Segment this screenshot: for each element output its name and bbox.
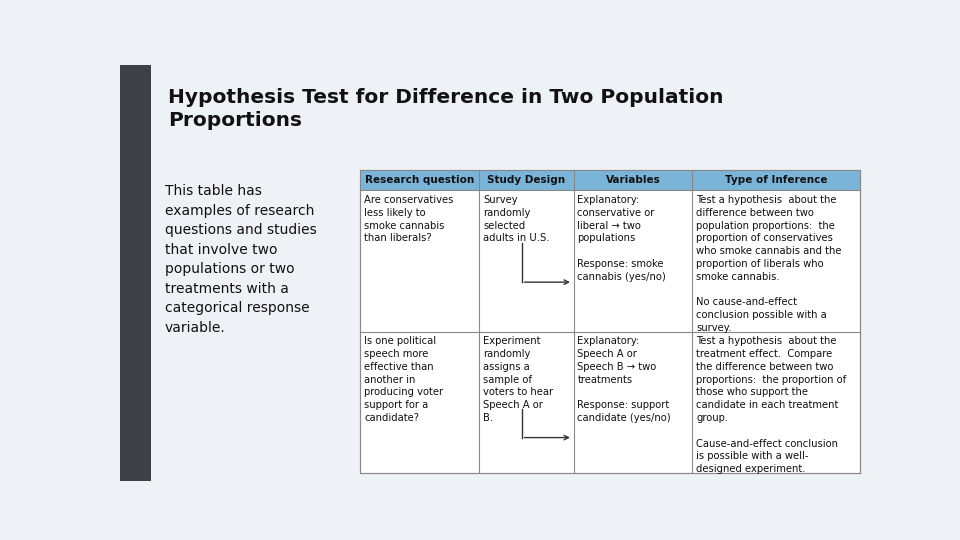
Text: Are conservatives
less likely to
smoke cannabis
than liberals?: Are conservatives less likely to smoke c… [364,195,453,244]
Bar [360,170,860,190]
Bar [120,65,151,481]
Text: Test a hypothesis  about the
difference between two
population proportions:  the: Test a hypothesis about the difference b… [696,195,842,333]
Text: Research question: Research question [365,176,474,185]
Bar [360,170,860,473]
Text: Explanatory:
Speech A or
Speech B → two
treatments

Response: support
candidate : Explanatory: Speech A or Speech B → two … [578,336,671,423]
Text: Study Design: Study Design [488,176,565,185]
Text: Variables: Variables [606,176,660,185]
Text: Test a hypothesis  about the
treatment effect.  Compare
the difference between t: Test a hypothesis about the treatment ef… [696,336,847,474]
Text: Hypothesis Test for Difference in Two Population
Proportions: Hypothesis Test for Difference in Two Po… [168,88,724,130]
Text: Experiment
randomly
assigns a
sample of
voters to hear
Speech A or
B.: Experiment randomly assigns a sample of … [483,336,553,423]
Text: Explanatory:
conservative or
liberal → two
populations

Response: smoke
cannabis: Explanatory: conservative or liberal → t… [578,195,666,282]
Text: Survey
randomly
selected
adults in U.S.: Survey randomly selected adults in U.S. [483,195,549,244]
Text: Is one political
speech more
effective than
another in
producing voter
support f: Is one political speech more effective t… [364,336,444,423]
Text: Type of Inference: Type of Inference [725,176,828,185]
Text: This table has
examples of research
questions and studies
that involve two
popul: This table has examples of research ques… [165,184,317,335]
